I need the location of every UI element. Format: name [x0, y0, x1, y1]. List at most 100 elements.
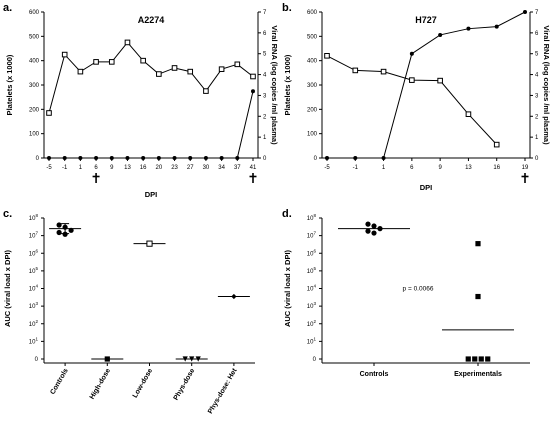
y-tick-label: 102 [29, 319, 39, 328]
data-point [195, 356, 201, 362]
y2-tick-label: 3 [535, 93, 539, 99]
x-tick-label: 37 [234, 165, 241, 171]
x-tick-label: 13 [465, 165, 472, 171]
data-point-left [324, 53, 330, 59]
y2-tick-label: 6 [263, 31, 267, 37]
x-tick-label: 27 [187, 165, 194, 171]
data-point-left [61, 51, 68, 58]
data-point [189, 356, 195, 362]
data-point [371, 223, 377, 229]
y2-tick-label: 4 [535, 73, 539, 79]
y-tick-label: 100 [29, 132, 40, 138]
y2-tick-label: 0 [535, 156, 539, 162]
series-line-right [49, 91, 254, 159]
data-point [478, 356, 484, 362]
data-point [56, 229, 62, 236]
data-point-left [140, 57, 146, 64]
y-tick-label: 300 [307, 83, 318, 89]
data-point [62, 224, 68, 230]
y-tick-label: 107 [307, 231, 317, 240]
data-point-left [46, 110, 52, 116]
x-tick-label: 1 [79, 165, 83, 171]
data-point [104, 356, 110, 362]
x-tick-label: -5 [46, 165, 52, 171]
data-point-right [94, 156, 99, 160]
data-point [68, 227, 74, 233]
data-point [56, 222, 62, 228]
data-point [465, 356, 471, 362]
data-point-right [188, 156, 193, 160]
x-tick-label: Low-dose [132, 367, 154, 399]
y-tick-label: 300 [29, 83, 40, 89]
x-tick-label: -5 [324, 165, 330, 171]
panel-label: b. [282, 2, 292, 14]
data-point [472, 356, 478, 362]
data-point-right [494, 24, 499, 29]
dagger-marker [92, 173, 100, 183]
data-point-left [409, 77, 415, 83]
y-tick-label: 600 [29, 10, 40, 16]
data-point-right [381, 156, 386, 160]
data-point-right [523, 10, 527, 14]
y-tick-label: 108 [29, 213, 39, 222]
x-tick-label: -1 [62, 165, 68, 171]
data-point [365, 228, 371, 234]
y-tick-label: 400 [307, 59, 318, 65]
panel-d: d. 0 101 102 103 104 105 106 107 108 AUC (viral lo… [282, 208, 530, 378]
x-tick-label: 23 [171, 165, 178, 171]
data-point-left [93, 59, 99, 65]
data-point-right [125, 156, 130, 160]
chart-title: H727 [415, 15, 437, 25]
y-tick-label: 600 [307, 10, 318, 16]
dagger-marker [249, 173, 257, 183]
x-tick-label: 19 [522, 165, 529, 171]
y-tick-label: 102 [307, 319, 317, 328]
data-point-right [235, 156, 240, 160]
x-tick-label: 20 [156, 165, 163, 171]
y2-tick-label: 0 [263, 156, 267, 162]
x-tick-label: Phys-dose [173, 367, 197, 401]
y2-tick-label: 3 [263, 93, 267, 99]
x-tick-label: Controls [49, 367, 70, 396]
dagger-marker [521, 173, 529, 183]
data-point [377, 226, 383, 232]
p-value-annotation: p = 0.0066 [403, 286, 434, 293]
y-tick-label: 500 [29, 34, 40, 40]
data-point-right [141, 156, 146, 160]
data-point-left [352, 67, 359, 74]
data-point-left [218, 66, 225, 72]
x-tick-label: 30 [203, 165, 210, 171]
y-tick-label: 104 [307, 284, 317, 293]
y2-axis-label: Viral RNA (log copies /ml plasma) [542, 25, 551, 145]
chart-title: A2274 [138, 15, 165, 25]
data-point-right [62, 156, 67, 160]
y-tick-label: 105 [29, 266, 39, 275]
y-tick-label: 106 [307, 248, 317, 257]
y-axis-label: Platelets (x 1000) [5, 54, 14, 115]
x-axis-label: DPI [145, 190, 158, 199]
y2-tick-label: 6 [535, 31, 539, 37]
data-point [62, 231, 68, 237]
y-tick-label: 101 [29, 336, 39, 345]
y-axis-label: AUC (viral load x DPI) [283, 249, 292, 327]
y2-tick-label: 7 [535, 10, 539, 16]
x-tick-label: 6 [410, 165, 414, 171]
data-point-left [234, 61, 241, 68]
data-point-left [171, 65, 178, 71]
data-point-left [187, 68, 194, 75]
y2-axis-label: Viral RNA (log copies /ml plasma) [270, 25, 279, 145]
y-tick-label: 105 [307, 266, 317, 275]
data-point [365, 221, 371, 227]
x-tick-label: 6 [94, 165, 98, 171]
data-point-right [109, 156, 114, 160]
x-tick-label: Controls [360, 371, 389, 378]
x-tick-label: High-dose [89, 367, 112, 400]
data-point [475, 241, 481, 247]
data-point-left [493, 141, 500, 148]
series-line-left [48, 41, 254, 114]
x-tick-label: 1 [382, 165, 386, 171]
y-tick-label: 0 [314, 156, 318, 162]
y-tick-label: 0 [36, 156, 40, 162]
